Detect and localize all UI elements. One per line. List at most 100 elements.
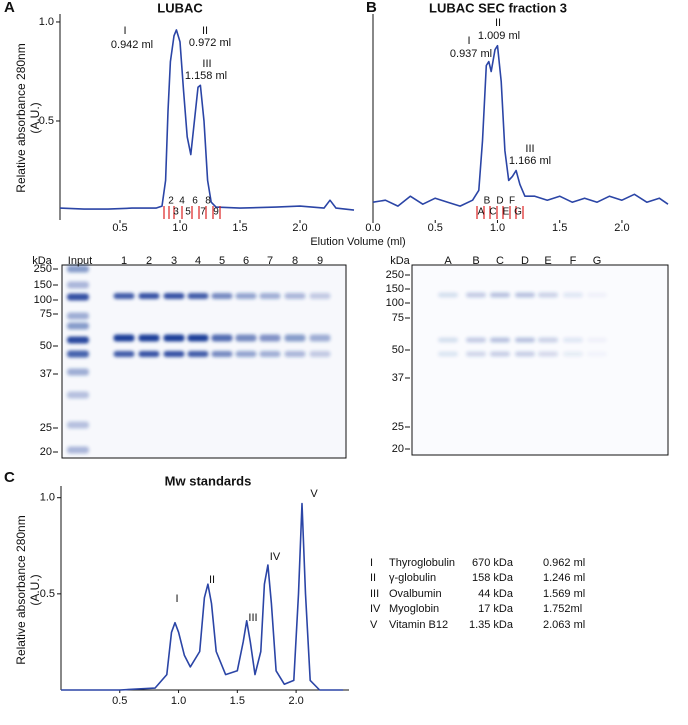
standards-cell: II — [370, 572, 376, 584]
line-series — [61, 502, 344, 691]
fraction-label: 6 — [192, 196, 198, 207]
lane-label: 7 — [267, 255, 273, 267]
band — [211, 351, 233, 357]
band — [235, 334, 257, 342]
panel-label: A — [4, 0, 15, 16]
lane-label: 3 — [171, 255, 177, 267]
fraction-label: 4 — [179, 196, 185, 207]
lane-label: E — [544, 255, 551, 267]
standards-cell: 1.35 kDa — [469, 619, 514, 631]
lane-label: F — [570, 255, 577, 267]
band — [515, 337, 535, 343]
standards-cell: 17 kDa — [478, 603, 514, 615]
band — [113, 293, 135, 299]
gel-bands — [67, 265, 607, 454]
band — [211, 334, 233, 342]
peak-label: 1.158 ml — [185, 70, 227, 82]
peak-label: 0.972 ml — [189, 37, 231, 49]
panel-label: C — [4, 469, 15, 486]
band — [490, 292, 510, 298]
band — [138, 293, 160, 299]
x-tick-label: 0.5 — [428, 222, 443, 234]
line-series — [372, 44, 669, 207]
fraction-label: 2 — [168, 196, 174, 207]
band — [490, 337, 510, 343]
chart-title: LUBAC SEC fraction 3 — [429, 0, 567, 15]
y-tick-label: 1.0 — [40, 492, 55, 504]
band — [284, 334, 306, 342]
band — [259, 293, 281, 299]
x-tick-label: 1.0 — [490, 222, 505, 234]
lane-label: Input — [68, 255, 92, 267]
band — [515, 351, 535, 357]
band — [67, 391, 89, 399]
peak-label: II — [495, 17, 501, 29]
band — [538, 337, 558, 343]
lane-label: 1 — [121, 255, 127, 267]
band — [515, 292, 535, 298]
band — [67, 281, 89, 289]
gel-unit: kDa — [32, 255, 52, 267]
band — [466, 337, 486, 343]
standards-cell: Thyroglobulin — [389, 557, 455, 569]
band — [67, 312, 89, 320]
standards-cell: 670 kDa — [472, 557, 514, 569]
x-tick-label: 0.0 — [365, 222, 380, 234]
marker-label: 150 — [386, 283, 404, 295]
lane-label: 4 — [195, 255, 201, 267]
band — [113, 334, 135, 342]
peak-label: 0.942 ml — [111, 39, 153, 51]
x-tick-label: 1.5 — [232, 222, 247, 234]
peak-label: III — [525, 143, 534, 155]
band — [187, 293, 209, 299]
standards-cell: 0.962 ml — [543, 557, 585, 569]
fraction-label: C — [489, 207, 496, 218]
gel-unit: kDa — [390, 255, 410, 267]
lane-label: D — [521, 255, 529, 267]
standards-cell: γ-globulin — [389, 572, 436, 584]
chart-title: Mw standards — [165, 473, 252, 488]
x-tick-label: 1.5 — [230, 695, 245, 707]
peak-label: IV — [270, 551, 281, 563]
marker-label: 100 — [386, 297, 404, 309]
fraction-label: E — [503, 207, 510, 218]
band — [587, 337, 607, 343]
standards-cell: 158 kDa — [472, 572, 514, 584]
band — [466, 292, 486, 298]
line-series — [59, 29, 355, 211]
band — [138, 351, 160, 357]
fraction-label: 8 — [205, 196, 211, 207]
y-tick-label: 0.5 — [40, 588, 55, 600]
y-axis-label: (A.U.) — [28, 102, 42, 133]
standards-cell: 1.752ml — [543, 603, 582, 615]
band — [235, 351, 257, 357]
band — [309, 293, 331, 299]
x-tick-label: 2.0 — [292, 222, 307, 234]
band — [163, 334, 185, 342]
band — [138, 334, 160, 342]
standards-cell: III — [370, 588, 379, 600]
lane-label: 9 — [317, 255, 323, 267]
band — [187, 351, 209, 357]
lane-label: B — [472, 255, 479, 267]
peak-label: 0.937 ml — [450, 48, 492, 60]
chart-title: LUBAC — [157, 0, 203, 15]
standards-cell: V — [370, 619, 378, 631]
band — [67, 350, 89, 358]
y-tick-label: 1.0 — [39, 16, 54, 28]
marker-label: 25 — [40, 422, 52, 434]
band — [67, 265, 89, 273]
band — [309, 351, 331, 357]
y-axis-label: (A.U.) — [28, 574, 42, 605]
band — [563, 292, 583, 298]
band — [113, 351, 135, 357]
y-axis-label: Relative absorbance 280nm — [14, 515, 28, 664]
standards-cell: 1.246 ml — [543, 572, 585, 584]
peak-label: III — [202, 58, 211, 70]
lane-label: 8 — [292, 255, 298, 267]
peak-label: I — [123, 25, 126, 37]
band — [67, 336, 89, 344]
band — [490, 351, 510, 357]
peak-label: III — [248, 612, 257, 624]
